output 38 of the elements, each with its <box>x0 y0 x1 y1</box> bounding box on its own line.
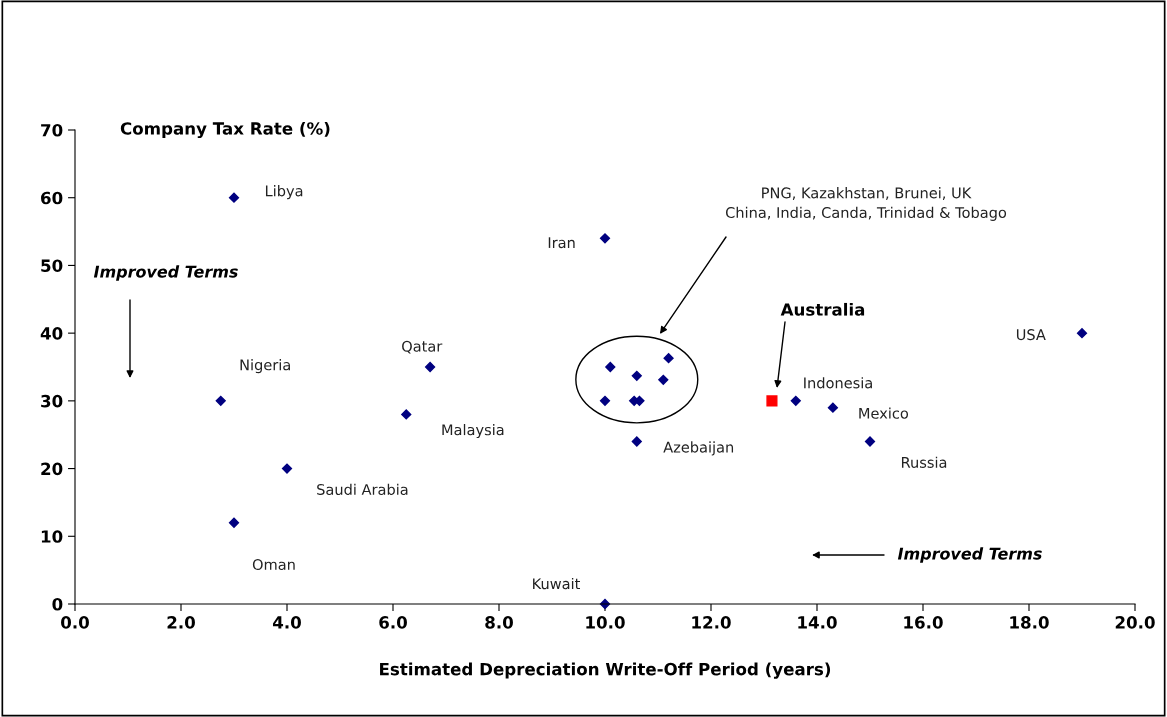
x-tick-label: 8.0 <box>485 616 513 629</box>
x-tick-label: 10.0 <box>586 616 625 629</box>
x-tick-label: 0.0 <box>61 616 89 629</box>
annotation: Russia <box>901 456 947 468</box>
y-tick-label: 40 <box>40 327 63 340</box>
y-axis-title: Company Tax Rate (%) <box>120 121 330 139</box>
x-tick-label: 2.0 <box>167 616 195 629</box>
x-tick-label: 6.0 <box>379 616 407 629</box>
annotation: Libya <box>265 185 303 200</box>
x-tick-label: 12.0 <box>692 616 731 629</box>
annotation: Kuwait <box>533 577 581 590</box>
y-tick-label: 50 <box>41 259 63 272</box>
x-tick-label: 18.0 <box>1010 616 1049 629</box>
annotation: Australia <box>780 302 865 316</box>
annotation: Improved Terms <box>897 547 1042 563</box>
x-axis-title: Estimated Depreciation Write-Off Period (years) <box>380 662 831 679</box>
annotation: Oman <box>252 559 295 571</box>
annotation: Qatar <box>402 340 443 354</box>
annotation: PNG, Kazakhstan, Brunei, UK China, India, Canda, Trinidad & Tobago <box>725 187 1007 221</box>
y-tick-label: 10 <box>41 530 63 543</box>
y-tick-label: 70 <box>41 123 63 137</box>
y-tick-label: 0 <box>52 597 63 611</box>
y-tick-label: 20 <box>41 462 63 476</box>
annotation: Azebaijan <box>663 441 734 456</box>
annotation: Iran <box>548 237 575 249</box>
y-tick-label: 30 <box>41 394 63 408</box>
annotation: Mexico <box>859 407 909 419</box>
x-tick-label: 4.0 <box>272 616 301 629</box>
x-tick-label: 16.0 <box>904 616 943 629</box>
annotation: Nigeria <box>240 359 290 374</box>
annotation: Saudi Arabia <box>317 483 408 496</box>
x-tick-label: 20.0 <box>1115 616 1155 629</box>
annotation: Indonesia <box>804 377 872 389</box>
annotation: Malaysia <box>442 424 504 439</box>
annotation: USA <box>1016 329 1046 341</box>
annotation: Improved Terms <box>93 265 238 281</box>
x-tick-label: 14.0 <box>798 616 837 629</box>
y-tick-label: 60 <box>41 191 63 205</box>
